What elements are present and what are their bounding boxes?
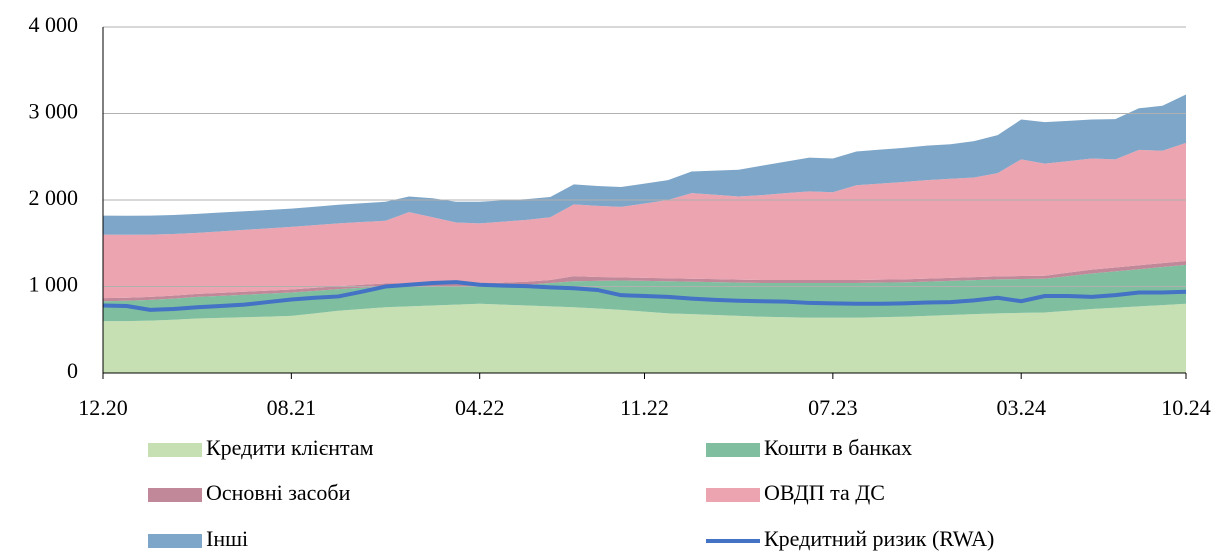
area (103, 142, 1186, 299)
x-tick-label: 10.24 (1161, 395, 1211, 420)
legend-label: Кошти в банках (764, 435, 912, 460)
legend-swatch (148, 534, 202, 548)
y-tick-label: 3 000 (29, 99, 79, 124)
y-tick-label: 1 000 (29, 272, 79, 297)
y-tick-label: 4 000 (29, 12, 79, 37)
legend-label: Інші (206, 526, 248, 551)
x-tick-label: 08.21 (267, 395, 317, 420)
legend-label: ОВДП та ДС (764, 480, 885, 505)
legend-label: Кредити клієнтам (206, 435, 374, 460)
y-tick-label: 2 000 (29, 185, 79, 210)
x-tick-label: 07.23 (808, 395, 858, 420)
legend-label: Кредитний ризик (RWA) (764, 526, 994, 551)
area (103, 94, 1186, 235)
legend-swatch (148, 488, 202, 502)
legend-swatch (706, 443, 760, 457)
area (103, 264, 1186, 322)
x-tick-label: 12.20 (78, 395, 128, 420)
y-tick-label: 0 (67, 358, 78, 383)
x-tick-label: 04.22 (455, 395, 505, 420)
legend-swatch (706, 488, 760, 502)
legend-swatch (148, 443, 202, 457)
legend-label: Основні засоби (206, 480, 351, 505)
x-tick-label: 03.24 (996, 395, 1046, 420)
x-tick-label: 11.22 (620, 395, 669, 420)
area (103, 303, 1186, 373)
line (102, 280, 1187, 312)
